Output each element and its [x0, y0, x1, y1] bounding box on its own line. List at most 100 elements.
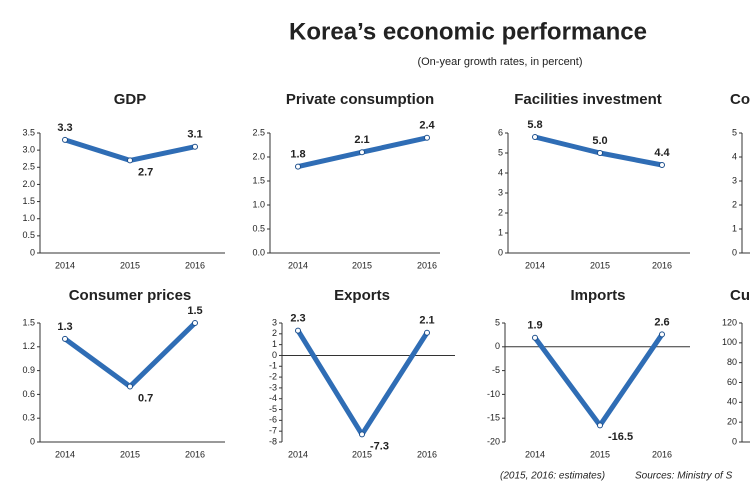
- y-tick-label: 1.2: [22, 341, 35, 351]
- x-tick-label: 2014: [288, 260, 308, 270]
- y-tick-label: 2: [498, 207, 503, 217]
- y-tick-label: 5: [495, 317, 500, 327]
- data-point: [359, 431, 365, 438]
- data-point: [532, 134, 538, 140]
- y-tick-label: 1.5: [22, 196, 35, 206]
- y-tick-label: -1: [269, 361, 277, 371]
- data-point: [659, 162, 665, 168]
- x-tick-label: 2015: [120, 260, 140, 270]
- y-tick-label: 3: [272, 317, 277, 327]
- data-point: [62, 335, 68, 342]
- y-tick-label: 2.0: [22, 179, 35, 189]
- y-tick-label: -15: [487, 413, 500, 423]
- panel-title: Consumer prices: [69, 287, 192, 304]
- value-label: 5.0: [592, 135, 607, 147]
- y-tick-label: 0.0: [252, 247, 265, 257]
- data-point: [192, 320, 198, 326]
- y-tick-label: 0.6: [22, 389, 35, 399]
- y-tick-label: -20: [487, 436, 500, 446]
- y-tick-label: 100: [722, 337, 737, 347]
- data-point: [127, 383, 133, 390]
- main-title: Korea’s economic performance: [289, 18, 647, 45]
- data-point: [424, 329, 430, 336]
- y-tick-label: 2.5: [22, 162, 35, 172]
- value-label: 1.8: [290, 149, 305, 161]
- x-tick-label: 2015: [590, 260, 610, 270]
- value-label: 2.1: [354, 134, 369, 146]
- y-tick-label: 0.9: [22, 365, 35, 375]
- data-point: [659, 331, 665, 338]
- data-line: [532, 333, 665, 428]
- value-label: 2.7: [138, 166, 153, 178]
- x-tick-label: 2016: [652, 449, 672, 459]
- data-point: [597, 150, 603, 156]
- y-tick-label: -2: [269, 371, 277, 381]
- y-tick-label: 1.5: [22, 317, 35, 327]
- x-tick-label: 2014: [288, 449, 308, 459]
- value-label: 2.6: [654, 316, 669, 328]
- y-tick-label: 0: [495, 341, 500, 351]
- y-tick-label: 5: [732, 127, 737, 137]
- data-point: [127, 157, 133, 164]
- data-point: [597, 422, 603, 429]
- data-point: [192, 143, 198, 150]
- panel-title: Facilities investment: [514, 91, 662, 108]
- x-tick-label: 2014: [55, 260, 75, 270]
- data-line: [63, 321, 197, 389]
- subtitle: (On-year growth rates, in percent): [417, 56, 582, 68]
- y-tick-label: -6: [269, 415, 277, 425]
- y-tick-label: 2: [732, 199, 737, 209]
- value-label: -16.5: [608, 431, 633, 443]
- value-label: 3.3: [57, 122, 72, 134]
- y-tick-label: 0.5: [22, 230, 35, 240]
- y-tick-label: 0.5: [252, 223, 265, 233]
- data-point: [62, 136, 68, 143]
- y-tick-label: 4: [732, 151, 737, 161]
- data-point: [295, 163, 301, 170]
- value-label: 3.1: [187, 129, 202, 141]
- y-tick-label: 3: [498, 187, 503, 197]
- footnote: (2015, 2016: estimates): [500, 471, 605, 482]
- y-tick-label: 1: [732, 223, 737, 233]
- value-label: 0.7: [138, 392, 153, 404]
- y-tick-label: 0.3: [22, 413, 35, 423]
- value-label: 1.5: [187, 305, 202, 317]
- y-tick-label: 5: [498, 147, 503, 157]
- panel-title: Exports: [334, 287, 390, 304]
- panel-title: GDP: [114, 91, 147, 108]
- value-label: 2.4: [419, 120, 435, 132]
- y-tick-label: -8: [269, 436, 277, 446]
- y-tick-label: -3: [269, 382, 277, 392]
- y-tick-label: 40: [727, 397, 737, 407]
- x-tick-label: 2016: [417, 260, 437, 270]
- panel-title: Co: [730, 91, 750, 108]
- y-tick-label: 0: [732, 436, 737, 446]
- y-tick-label: 3.5: [22, 127, 35, 137]
- x-tick-label: 2014: [55, 449, 75, 459]
- y-tick-label: 0: [30, 247, 35, 257]
- value-label: 5.8: [527, 119, 542, 131]
- panel-title: Cu: [730, 287, 750, 304]
- y-tick-label: -10: [487, 389, 500, 399]
- y-tick-label: 80: [727, 357, 737, 367]
- value-label: 2.3: [290, 312, 305, 324]
- value-label: -7.3: [370, 440, 389, 452]
- x-tick-label: 2016: [417, 449, 437, 459]
- x-tick-label: 2014: [525, 449, 545, 459]
- x-tick-label: 2015: [120, 449, 140, 459]
- x-tick-label: 2016: [652, 260, 672, 270]
- y-tick-label: 2.5: [252, 127, 265, 137]
- y-tick-label: 6: [498, 127, 503, 137]
- y-tick-label: -5: [269, 404, 277, 414]
- y-tick-label: 2.0: [252, 151, 265, 161]
- y-tick-label: 1: [272, 339, 277, 349]
- y-tick-label: 4: [498, 167, 503, 177]
- x-tick-label: 2016: [185, 449, 205, 459]
- y-tick-label: 0: [30, 436, 35, 446]
- panel-title: Private consumption: [286, 91, 434, 108]
- y-tick-label: -4: [269, 393, 277, 403]
- panel-title: Imports: [570, 287, 625, 304]
- y-tick-label: 3.0: [22, 145, 35, 155]
- source: Sources: Ministry of S: [635, 471, 733, 482]
